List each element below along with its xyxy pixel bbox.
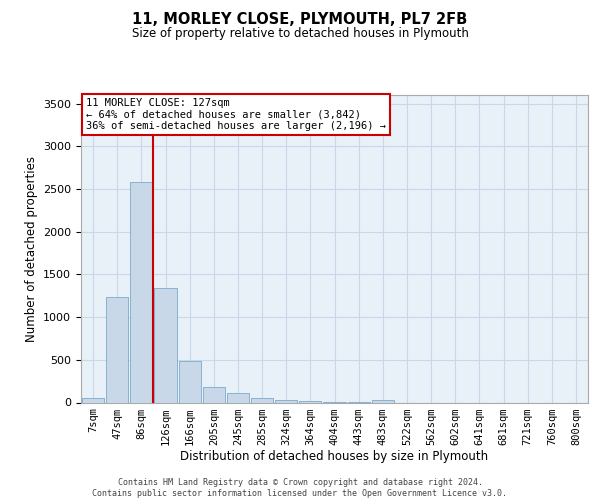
Text: Contains HM Land Registry data © Crown copyright and database right 2024.
Contai: Contains HM Land Registry data © Crown c…: [92, 478, 508, 498]
Bar: [203, 386, 225, 402]
Text: 11 MORLEY CLOSE: 127sqm
← 64% of detached houses are smaller (3,842)
36% of semi: 11 MORLEY CLOSE: 127sqm ← 64% of detache…: [86, 98, 386, 132]
Bar: [251, 398, 273, 402]
Bar: [371, 400, 394, 402]
Bar: [179, 360, 201, 403]
Bar: [154, 288, 176, 403]
Text: 11, MORLEY CLOSE, PLYMOUTH, PL7 2FB: 11, MORLEY CLOSE, PLYMOUTH, PL7 2FB: [133, 12, 467, 28]
Bar: [130, 182, 152, 402]
Bar: [82, 398, 104, 402]
Bar: [106, 298, 128, 403]
Y-axis label: Number of detached properties: Number of detached properties: [25, 156, 38, 342]
X-axis label: Distribution of detached houses by size in Plymouth: Distribution of detached houses by size …: [181, 450, 488, 464]
Bar: [299, 401, 322, 402]
Text: Size of property relative to detached houses in Plymouth: Size of property relative to detached ho…: [131, 28, 469, 40]
Bar: [227, 393, 249, 402]
Bar: [275, 400, 298, 402]
